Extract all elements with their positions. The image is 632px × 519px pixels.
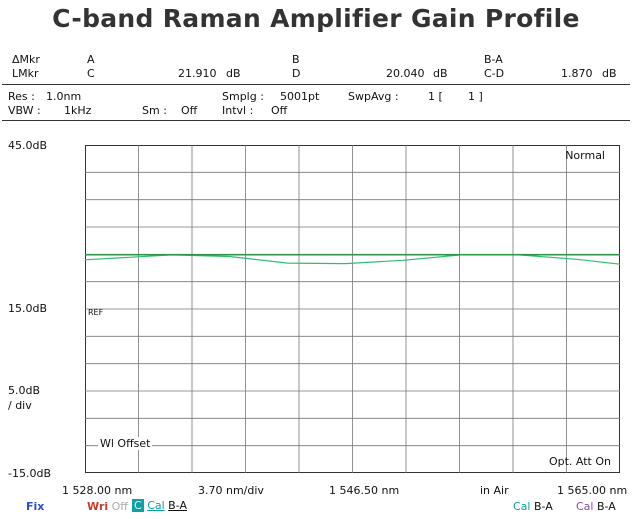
res-value: 1.0nm (46, 90, 82, 103)
marker-c-unit: dB (226, 67, 241, 80)
marker-cd-label: C-D (484, 67, 505, 80)
sm-value: Off (181, 104, 198, 117)
vbw-label: VBW : (8, 104, 41, 117)
medium-label: in Air (480, 484, 509, 497)
cal-trace-status-3[interactable]: Cal B-A (576, 500, 616, 513)
mode-label: Normal (565, 149, 605, 162)
marker-d-unit: dB (433, 67, 448, 80)
stop-wavelength: 1 565.00 nm (557, 484, 628, 497)
c-badge: C (132, 499, 144, 512)
ref-marker-label: REF (88, 308, 104, 317)
intvl-value: Off (271, 104, 288, 117)
marker-c-value: 21.910 (178, 67, 217, 80)
marker-cd-unit: dB (602, 67, 617, 80)
divider (2, 120, 630, 121)
marker-b-label: B (292, 53, 300, 66)
cal-label: Cal (513, 500, 531, 513)
vbw-value: 1kHz (64, 104, 92, 117)
write-state: Off (111, 500, 128, 513)
trace-svg (84, 145, 621, 473)
opt-att-label: Opt. Att On (548, 455, 611, 468)
page-title: C-band Raman Amplifier Gain Profile (52, 4, 580, 33)
swpavg-label: SwpAvg : (348, 90, 399, 103)
marker-ba-label: B-A (484, 53, 503, 66)
delta-marker-label: ΔMkr (12, 53, 40, 66)
fix-trace-status[interactable]: Fix (26, 500, 45, 513)
intvl-label: Intvl : (222, 104, 254, 117)
marker-d-value: 20.040 (386, 67, 425, 80)
ref-level-label: 15.0dB (8, 302, 48, 315)
cal-label: Cal (147, 499, 165, 512)
swpavg-value1: 1 [ (428, 90, 443, 103)
sm-label: Sm : (142, 104, 167, 117)
start-wavelength: 1 528.00 nm (62, 484, 133, 497)
write-label: Wri (87, 500, 109, 513)
cal-trace-status-2[interactable]: Cal B-A (513, 500, 553, 513)
marker-c-label: C (87, 67, 95, 80)
swpavg-value2: 1 ] (468, 90, 483, 103)
marker-d-label: D (292, 67, 301, 80)
marker-a-label: A (87, 53, 95, 66)
cal-label: Cal (576, 500, 594, 513)
cal-trace: B-A (168, 499, 187, 512)
bottom-level-label: -15.0dB (8, 467, 51, 480)
smplg-value: 5001pt (280, 90, 320, 103)
trace-display[interactable]: Normal REF Wl Offset Opt. Att On (84, 145, 621, 473)
smplg-label: Smplg : (222, 90, 264, 103)
write-trace-status[interactable]: Wri Off (87, 500, 128, 513)
wl-offset-label: Wl Offset (98, 437, 153, 450)
calc-trace-status[interactable]: C Cal B-A (132, 499, 187, 512)
scale-unit-label: / div (8, 399, 32, 412)
wavelength-per-div: 3.70 nm/div (198, 484, 264, 497)
line-marker-label: LMkr (12, 67, 39, 80)
marker-cd-value: 1.870 (561, 67, 593, 80)
gain-trace-line (84, 254, 621, 265)
cal-trace: B-A (596, 500, 616, 513)
top-level-label: 45.0dB (8, 139, 48, 152)
center-wavelength: 1 546.50 nm (329, 484, 400, 497)
scale-value-label: 5.0dB (8, 384, 41, 397)
res-label: Res : (8, 90, 35, 103)
divider (2, 84, 630, 85)
cal-trace: B-A (533, 500, 553, 513)
